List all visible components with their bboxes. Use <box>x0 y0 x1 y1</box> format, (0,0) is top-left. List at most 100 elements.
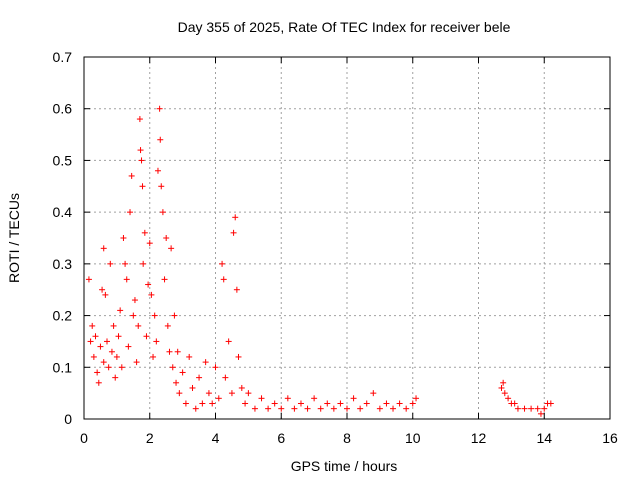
data-point <box>514 405 521 412</box>
data-point <box>284 395 291 402</box>
data-point <box>192 405 199 412</box>
data-point <box>87 338 94 345</box>
data-point <box>168 245 175 252</box>
data-point <box>511 400 518 407</box>
data-point <box>233 286 240 293</box>
data-point <box>107 260 114 267</box>
data-point <box>137 147 144 154</box>
data-point <box>383 400 390 407</box>
data-point <box>291 405 298 412</box>
data-point <box>219 260 226 267</box>
ticks-layer: 0 2 4 6 8 10 12 14 16 0 0.1 0.2 0.3 0.4 0.5 0.6 0.7 <box>53 49 618 446</box>
data-point <box>94 369 101 376</box>
data-point <box>189 384 196 391</box>
data-point <box>120 235 127 241</box>
data-point <box>141 229 148 236</box>
data-point <box>324 400 331 407</box>
data-point <box>145 281 152 288</box>
data-point <box>363 400 370 407</box>
data-point <box>143 333 150 340</box>
data-point <box>311 395 318 402</box>
y-tick-label: 0 <box>64 411 72 427</box>
data-point <box>176 390 183 397</box>
data-point <box>157 136 164 143</box>
x-tick-label: 8 <box>343 430 351 446</box>
data-point <box>158 183 165 190</box>
points-layer <box>85 105 554 417</box>
data-point <box>171 312 178 319</box>
data-point <box>115 333 122 340</box>
data-point <box>97 343 104 350</box>
data-point <box>100 245 107 252</box>
data-point <box>148 291 155 298</box>
data-point <box>166 348 173 355</box>
data-point <box>110 322 117 329</box>
data-point <box>225 338 232 345</box>
data-point <box>220 276 227 283</box>
x-tick-label: 4 <box>212 430 220 446</box>
data-point <box>498 384 505 391</box>
data-point <box>242 400 249 407</box>
x-tick-label: 16 <box>602 430 618 446</box>
data-point <box>151 312 158 319</box>
x-tick-label: 12 <box>471 430 487 446</box>
data-point <box>118 364 125 371</box>
data-point <box>102 291 109 298</box>
data-point <box>182 400 189 407</box>
data-point <box>215 395 222 402</box>
data-point <box>304 405 311 412</box>
data-point <box>112 374 119 381</box>
data-point <box>258 395 265 402</box>
data-point <box>146 240 153 247</box>
x-axis-label: GPS time / hours <box>291 458 398 474</box>
y-tick-label: 0.2 <box>53 308 73 324</box>
data-point <box>122 260 129 267</box>
data-point <box>163 235 170 241</box>
data-point <box>92 333 99 340</box>
data-point <box>230 229 237 236</box>
data-point <box>104 338 111 345</box>
data-point <box>100 359 107 366</box>
data-point <box>501 390 508 397</box>
data-point <box>135 322 142 329</box>
data-point <box>413 395 420 402</box>
data-point <box>228 390 235 397</box>
data-point <box>297 400 304 407</box>
data-point <box>128 172 135 179</box>
data-point <box>534 405 541 412</box>
data-point <box>108 348 115 355</box>
data-point <box>350 395 357 402</box>
x-tick-label: 10 <box>405 430 421 446</box>
data-point <box>541 405 548 412</box>
grid-layer <box>84 57 610 419</box>
data-point <box>232 214 239 221</box>
y-tick-label: 0.6 <box>53 101 73 117</box>
data-point <box>209 400 216 407</box>
data-point <box>85 276 92 283</box>
data-point <box>202 359 209 366</box>
data-point <box>396 400 403 407</box>
data-point <box>117 307 124 314</box>
data-point <box>409 400 416 407</box>
x-tick-label: 2 <box>146 430 154 446</box>
data-point <box>161 276 168 283</box>
x-tick-label: 0 <box>80 430 88 446</box>
x-tick-label: 14 <box>536 430 552 446</box>
data-point <box>271 400 278 407</box>
data-point <box>150 353 157 360</box>
data-point <box>376 405 383 412</box>
y-tick-label: 0.4 <box>53 204 73 220</box>
data-point <box>174 348 181 355</box>
data-point <box>390 405 397 412</box>
data-point <box>164 322 171 329</box>
data-point <box>138 157 145 164</box>
data-point <box>133 359 140 366</box>
data-point <box>238 384 245 391</box>
data-point <box>528 405 535 412</box>
data-point <box>370 390 377 397</box>
data-point <box>547 400 554 407</box>
data-point <box>278 405 285 412</box>
data-point <box>154 167 161 174</box>
data-point <box>113 353 120 360</box>
data-point <box>179 369 186 376</box>
